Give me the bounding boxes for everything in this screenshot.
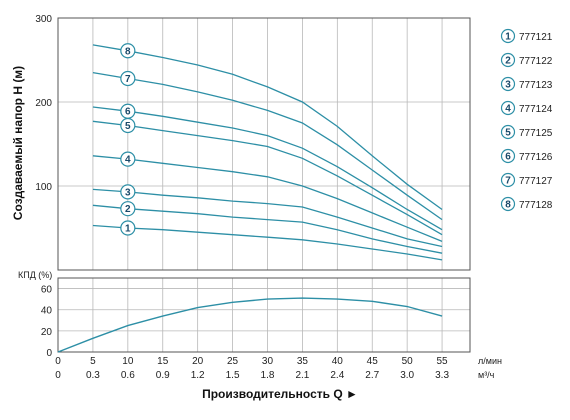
flow-tick-label: 0 xyxy=(55,356,61,367)
legend-marker-num-6: 6 xyxy=(505,152,511,163)
legend-label-3: 777123 xyxy=(519,80,553,91)
head-y-tick-label: 200 xyxy=(35,98,52,109)
legend-marker-num-1: 1 xyxy=(505,32,511,43)
flow-tick-label: 50 xyxy=(402,356,414,367)
head-y-tick-label: 300 xyxy=(35,14,52,25)
flow-tick-label: 20 xyxy=(192,356,204,367)
eff-y-tick-label: 60 xyxy=(41,285,53,296)
head-curve-1 xyxy=(92,224,443,261)
legend-label-2: 777122 xyxy=(519,56,553,67)
m3h-tick-label: 0.9 xyxy=(156,370,170,381)
m3h-tick-label: 1.8 xyxy=(261,370,275,381)
curve-marker-label-8: 8 xyxy=(125,46,131,57)
head-plot-frame xyxy=(57,17,471,271)
curve-marker-label-3: 3 xyxy=(125,187,131,198)
legend-label-7: 777127 xyxy=(519,176,553,187)
legend-marker-num-5: 5 xyxy=(505,128,511,139)
m3h-tick-label: 2.1 xyxy=(295,370,309,381)
head-y-tick-label: 100 xyxy=(35,182,52,193)
legend-label-6: 777126 xyxy=(519,152,553,163)
flow-unit-label: л/мин xyxy=(478,356,502,366)
legend-label-8: 777128 xyxy=(519,200,553,211)
curve-marker-3 xyxy=(120,184,136,200)
eff-y-tick-label: 20 xyxy=(41,327,53,338)
m3h-tick-label: 2.4 xyxy=(330,370,344,381)
legend-label-1: 777121 xyxy=(519,32,553,43)
legend-marker-6 xyxy=(500,148,516,164)
flow-tick-label: 15 xyxy=(157,356,169,367)
flow-tick-label: 45 xyxy=(367,356,379,367)
curve-marker-7 xyxy=(120,70,136,87)
curve-marker-label-7: 7 xyxy=(125,74,131,85)
legend-label-4: 777124 xyxy=(519,104,553,115)
curve-marker-2 xyxy=(120,201,136,217)
legend-marker-3 xyxy=(500,76,516,92)
legend-marker-num-2: 2 xyxy=(505,56,511,67)
m3h-tick-label: 1.5 xyxy=(226,370,240,381)
legend-marker-num-3: 3 xyxy=(505,80,511,91)
legend-marker-5 xyxy=(500,124,516,140)
head-curve-2 xyxy=(92,204,443,254)
curve-marker-label-5: 5 xyxy=(125,121,131,132)
flow-tick-label: 10 xyxy=(122,356,134,367)
efficiency-curve xyxy=(57,297,443,353)
m3h-tick-label: 2.7 xyxy=(365,370,379,381)
legend-marker-7 xyxy=(500,172,516,188)
legend-marker-1 xyxy=(500,28,516,44)
m3h-unit-label: м³/ч xyxy=(478,370,495,380)
curve-marker-label-4: 4 xyxy=(125,155,131,166)
flow-tick-label: 5 xyxy=(90,356,96,367)
m3h-tick-label: 3.3 xyxy=(435,370,449,381)
legend-marker-num-8: 8 xyxy=(505,200,511,211)
flow-tick-label: 40 xyxy=(332,356,344,367)
head-axis-title: Создаваемый напор H (м) xyxy=(11,66,25,220)
curve-marker-8 xyxy=(120,43,136,59)
flow-tick-label: 55 xyxy=(437,356,449,367)
curve-marker-6 xyxy=(120,103,136,119)
legend-marker-8 xyxy=(500,196,516,212)
legend-marker-4 xyxy=(500,100,516,116)
m3h-tick-label: 0 xyxy=(55,370,61,381)
curve-marker-1 xyxy=(120,220,136,236)
curve-marker-4 xyxy=(120,151,136,167)
head-curve-6 xyxy=(92,106,443,231)
head-plot: 100 200 300 1 2 3 4 5 6 7 8 xyxy=(35,14,471,271)
eff-plot-frame xyxy=(57,277,471,353)
curve-marker-label-6: 6 xyxy=(125,107,131,118)
m3h-tick-label: 0.6 xyxy=(121,370,135,381)
head-curve-8 xyxy=(92,44,443,211)
m3h-tick-label: 0.3 xyxy=(86,370,100,381)
m3h-tick-label: 1.2 xyxy=(191,370,205,381)
head-curve-4 xyxy=(92,155,443,243)
eff-y-tick-label: 40 xyxy=(41,306,53,317)
efficiency-axis-title: КПД (%) xyxy=(18,270,52,280)
legend-marker-num-4: 4 xyxy=(505,104,511,115)
eff-y-tick-label: 0 xyxy=(46,348,52,359)
head-curve-3 xyxy=(92,188,443,248)
flow-axis-title: Производительность Q ► xyxy=(202,387,358,401)
flow-tick-label: 25 xyxy=(227,356,239,367)
flow-tick-label: 30 xyxy=(262,356,274,367)
efficiency-plot: 0 20 40 60 0 5 10 15 20 25 30 35 40 45 50 55 0 0.3 0.6 0.9 1… xyxy=(41,277,471,381)
flow-tick-label: 35 xyxy=(297,356,309,367)
curve-marker-label-2: 2 xyxy=(125,204,131,215)
legend: 1 777121 2 777122 3 777123 4 777124 5 777125 6 7771… xyxy=(500,28,553,212)
legend-marker-2 xyxy=(500,52,516,68)
legend-marker-num-7: 7 xyxy=(505,176,511,187)
head-curve-7 xyxy=(92,71,443,221)
head-curve-5 xyxy=(92,120,443,236)
curve-marker-label-1: 1 xyxy=(125,224,131,235)
legend-label-5: 777125 xyxy=(519,128,553,139)
m3h-tick-label: 3.0 xyxy=(400,370,414,381)
